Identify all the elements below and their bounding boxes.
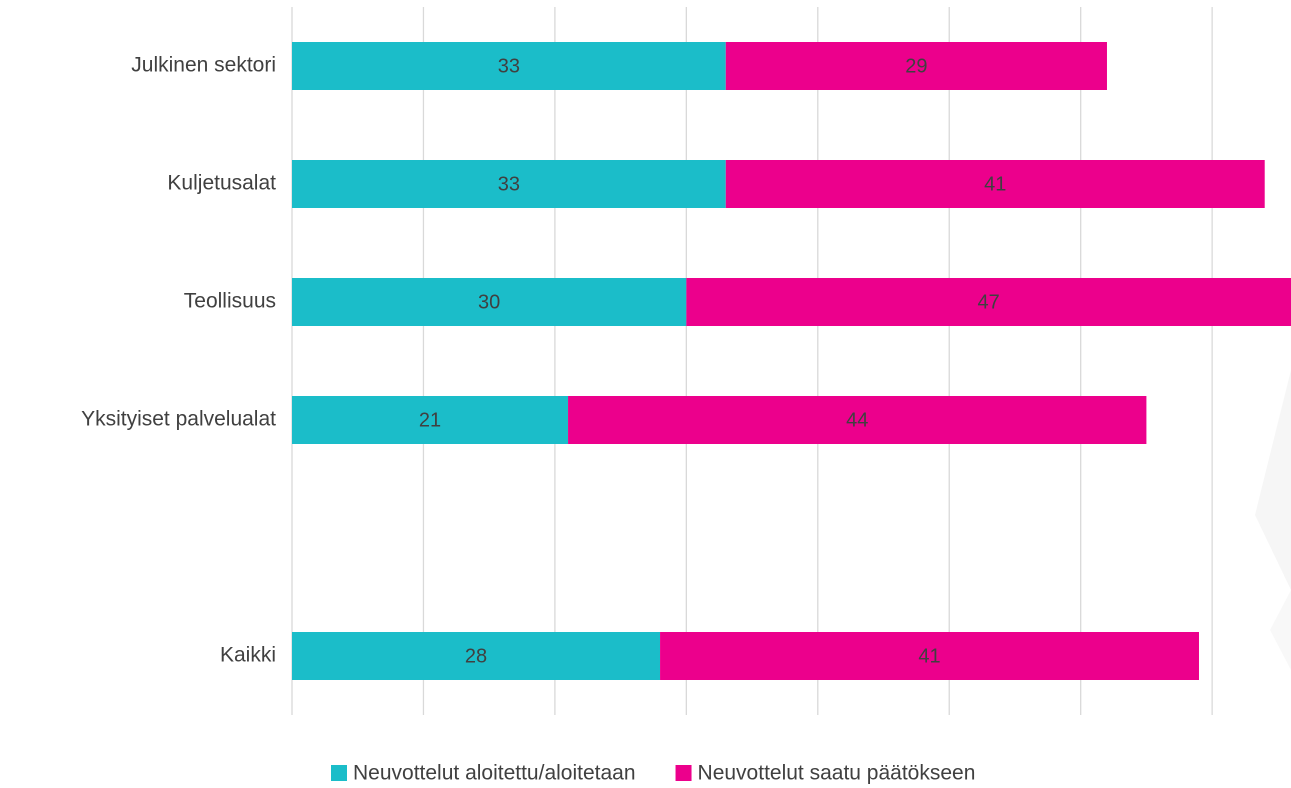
bar-segment: [292, 278, 687, 326]
bar-segment: [292, 42, 726, 90]
bar-segment: [568, 396, 1147, 444]
legend-label: Neuvottelut saatu päätökseen: [698, 762, 976, 785]
data-label: 29: [905, 55, 927, 77]
y-tick-label: Kaikki: [220, 644, 276, 667]
data-label: 41: [984, 173, 1006, 195]
watermark: [1255, 370, 1291, 670]
data-label: 21: [419, 409, 441, 431]
bar-segment: [292, 396, 569, 444]
y-tick-label: Teollisuus: [184, 290, 276, 313]
legend-label: Neuvottelut aloitettu/aloitetaan: [353, 762, 636, 785]
bar-segment: [686, 278, 1291, 326]
legend-swatch: [331, 765, 347, 781]
bar-segment: [292, 160, 726, 208]
data-label: 33: [498, 55, 520, 77]
bar-segment: [660, 632, 1199, 680]
data-label: 30: [478, 291, 500, 313]
bar-segment: [725, 42, 1107, 90]
bar-segment: [725, 160, 1265, 208]
y-tick-label: Julkinen sektori: [131, 54, 276, 77]
data-label: 41: [918, 645, 940, 667]
data-label: 33: [498, 173, 520, 195]
data-label: 47: [978, 291, 1000, 313]
legend-swatch: [675, 765, 692, 781]
y-tick-label: Kuljetusalat: [167, 172, 276, 195]
data-label: 28: [465, 645, 487, 667]
y-tick-label: Yksityiset palvelualat: [81, 408, 276, 431]
bar-segment: [292, 632, 661, 680]
data-label: 44: [846, 409, 868, 431]
